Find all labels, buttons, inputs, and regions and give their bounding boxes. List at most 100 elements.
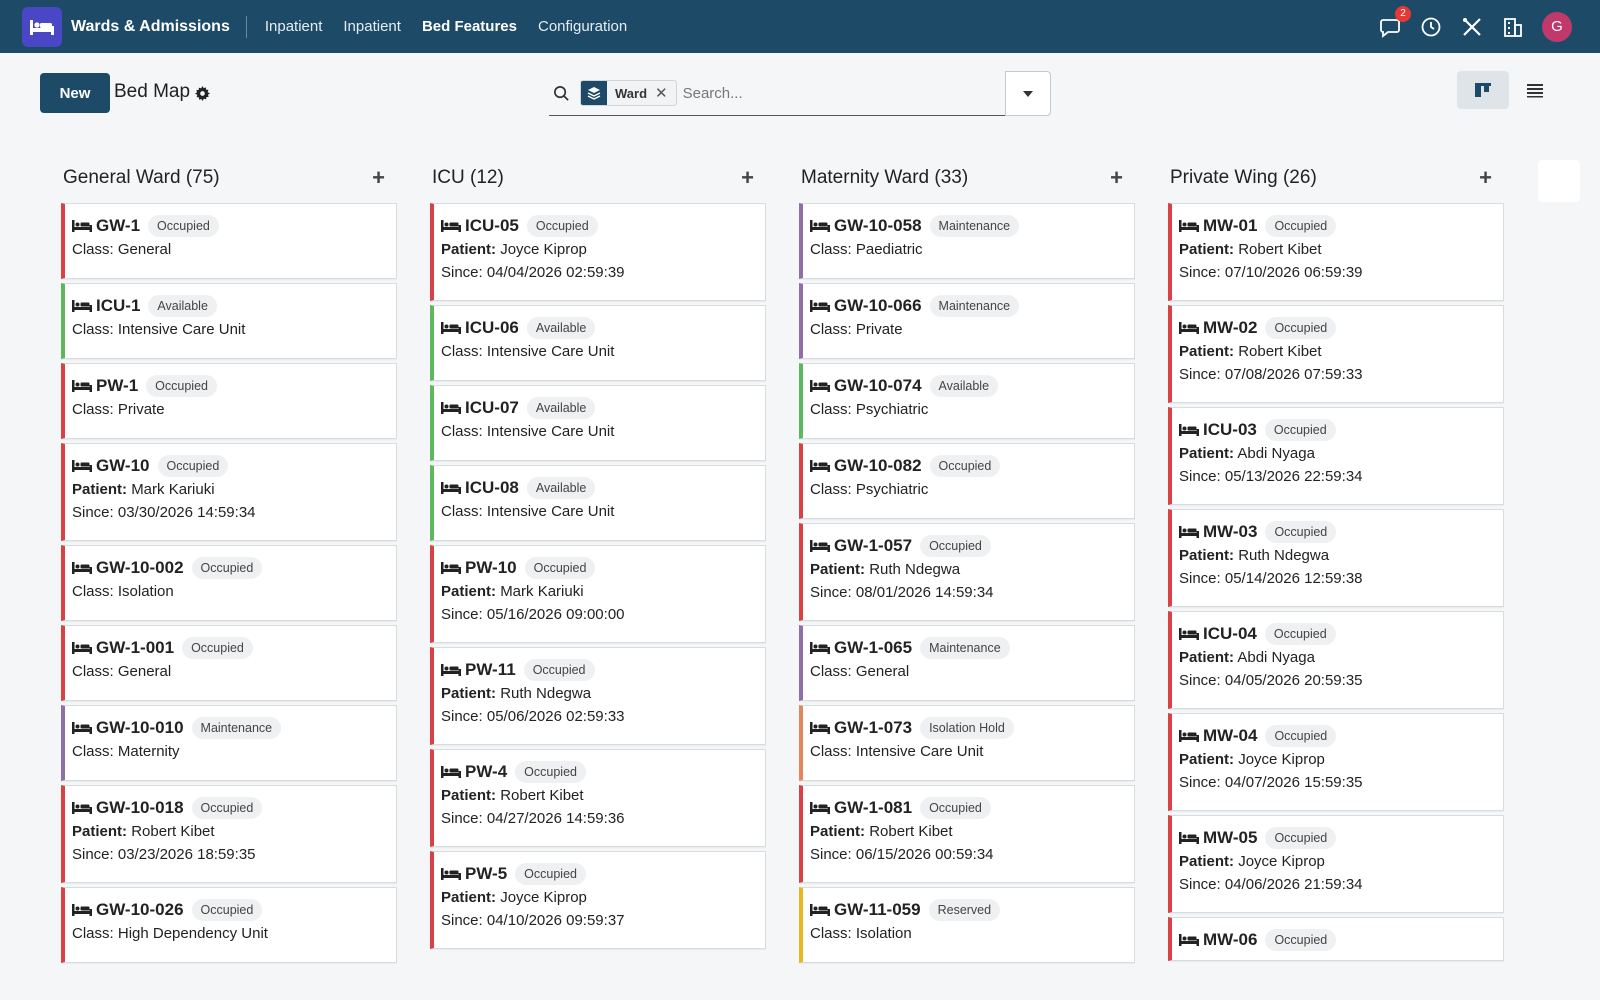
bed-card[interactable]: MW-04 Occupied Patient: Joyce Kiprop Since:… (1168, 713, 1504, 811)
class-value: Psychiatric (855, 481, 929, 498)
bed-card[interactable]: ICU-07 Available Class: Intensive Care Uni… (430, 385, 766, 461)
class-line: Class: High Dependency Unit (72, 922, 386, 945)
bed-card[interactable]: ICU-04 Occupied Patient: Abdi Nyaga Since: … (1168, 611, 1504, 709)
add-column-area[interactable] (1538, 160, 1580, 202)
ward-filter-facet: Ward ✕ (580, 80, 677, 106)
since-value: 05/14/2026 12:59:38 (1224, 570, 1363, 587)
card-header: GW-10-002 Occupied (72, 556, 386, 580)
bed-card[interactable]: GW-10-058 Maintenance Class: Paediatric (799, 203, 1135, 279)
search-input[interactable] (682, 84, 983, 102)
remove-facet-icon[interactable]: ✕ (655, 85, 668, 102)
kanban-icon (1475, 83, 1491, 97)
status-badge: Occupied (146, 375, 217, 397)
class-label: Class: (810, 925, 852, 942)
bed-card[interactable]: GW-10-082 Occupied Class: Psychiatric (799, 443, 1135, 519)
patient-line: Patient: Robert Kibet (72, 820, 386, 843)
bed-icon (810, 459, 830, 473)
status-badge: Occupied (191, 899, 263, 921)
nav-inpatient-2[interactable]: Inpatient (343, 18, 401, 35)
bed-card[interactable]: GW-10-074 Available Class: Psychiatric (799, 363, 1135, 439)
bed-card[interactable]: GW-1-065 Maintenance Class: General (799, 625, 1135, 701)
status-badge: Occupied (191, 557, 263, 579)
bed-card[interactable]: MW-06 Occupied (1168, 917, 1504, 961)
bed-card[interactable]: GW-10-018 Occupied Patient: Robert Kibet Si… (61, 785, 397, 883)
bed-card[interactable]: GW-10-002 Occupied Class: Isolation (61, 545, 397, 621)
gear-icon[interactable] (195, 86, 210, 106)
bed-card[interactable]: ICU-03 Occupied Patient: Abdi Nyaga Since: … (1168, 407, 1504, 505)
patient-name: Ruth Ndegwa (500, 685, 592, 702)
card-list: GW-1 Occupied Class: General ICU-1 Available… (61, 203, 397, 963)
bed-card[interactable]: PW-11 Occupied Patient: Ruth Ndegwa Since: … (430, 647, 766, 745)
bed-card[interactable]: ICU-05 Occupied Patient: Joyce Kiprop Since… (430, 203, 766, 301)
bed-card[interactable]: GW-11-059 Reserved Class: Isolation (799, 887, 1135, 963)
building-icon[interactable] (1501, 15, 1525, 39)
status-badge: Isolation Hold (920, 717, 1014, 739)
bed-card[interactable]: ICU-1 Available Class: Intensive Care Unit (61, 283, 397, 359)
add-card-icon[interactable]: + (1110, 164, 1123, 190)
card-header: MW-02 Occupied (1179, 316, 1493, 340)
patient-line: Patient: Mark Kariuki (441, 580, 755, 603)
class-line: Class: General (72, 660, 386, 683)
new-button[interactable]: New (40, 73, 110, 113)
card-header: GW-10-066 Maintenance (810, 294, 1124, 318)
bed-icon (810, 379, 830, 393)
bed-card[interactable]: GW-10-066 Maintenance Class: Private (799, 283, 1135, 359)
bed-card[interactable]: MW-02 Occupied Patient: Robert Kibet Since:… (1168, 305, 1504, 403)
bed-card[interactable]: PW-10 Occupied Patient: Mark Kariuki Since:… (430, 545, 766, 643)
status-badge: Occupied (1265, 827, 1337, 849)
bed-card[interactable]: GW-1 Occupied Class: General (61, 203, 397, 279)
add-card-icon[interactable]: + (741, 164, 754, 190)
since-line: Since: 04/10/2026 09:59:37 (441, 909, 755, 932)
bed-card[interactable]: PW-4 Occupied Patient: Robert Kibet Since: … (430, 749, 766, 847)
kanban-view-button[interactable] (1457, 71, 1509, 109)
card-header: GW-1-001 Occupied (72, 636, 386, 660)
class-label: Class: (72, 401, 114, 418)
bed-card[interactable]: PW-1 Occupied Class: Private (61, 363, 397, 439)
bed-code: GW-10-026 (96, 900, 184, 919)
tools-icon[interactable] (1460, 15, 1484, 39)
nav-configuration[interactable]: Configuration (537, 18, 628, 35)
bed-card[interactable]: MW-05 Occupied Patient: Joyce Kiprop Since:… (1168, 815, 1504, 913)
status-badge: Occupied (1264, 623, 1336, 645)
bed-card[interactable]: MW-01 Occupied Patient: Robert Kibet Since:… (1168, 203, 1504, 301)
bed-logo-icon[interactable] (22, 6, 62, 47)
status-badge: Occupied (1265, 725, 1337, 747)
bed-card[interactable]: ICU-08 Available Class: Intensive Care Uni… (430, 465, 766, 541)
patient-name: Joyce Kiprop (500, 241, 587, 258)
card-header: MW-01 Occupied (1179, 214, 1493, 238)
add-card-icon[interactable]: + (372, 164, 385, 190)
column-header: ICU (12) + (430, 155, 766, 200)
bed-card[interactable]: GW-10-010 Maintenance Class: Maternity (61, 705, 397, 781)
nav-inpatient[interactable]: Inpatient (264, 18, 323, 35)
clock-icon[interactable] (1419, 15, 1443, 39)
bed-card[interactable]: GW-10 Occupied Patient: Mark Kariuki Since:… (61, 443, 397, 541)
column-private-wing: Private Wing (26) + MW-01 Occupied Patient… (1168, 155, 1504, 980)
bed-card[interactable]: MW-03 Occupied Patient: Ruth Ndegwa Since: … (1168, 509, 1504, 607)
since-value: 08/01/2026 14:59:34 (855, 584, 994, 601)
since-value: 07/08/2026 07:59:33 (1224, 366, 1363, 383)
bed-card[interactable]: PW-5 Occupied Patient: Joyce Kiprop Since: … (430, 851, 766, 949)
patient-name: Robert Kibet (869, 823, 953, 840)
bed-icon (72, 299, 92, 313)
card-header: ICU-1 Available (72, 294, 386, 318)
since-line: Since: 03/23/2026 18:59:35 (72, 843, 386, 866)
class-line: Class: Intensive Care Unit (441, 500, 755, 523)
list-view-button[interactable] (1520, 71, 1550, 109)
nav-bed-features[interactable]: Bed Features (421, 18, 517, 35)
class-line: Class: Psychiatric (810, 478, 1124, 501)
app-title[interactable]: Wards & Admissions (71, 17, 230, 35)
user-avatar[interactable]: G (1542, 11, 1572, 42)
bed-card[interactable]: GW-1-081 Occupied Patient: Robert Kibet Sin… (799, 785, 1135, 883)
search-options-toggle[interactable] (1005, 71, 1051, 116)
card-header: ICU-06 Available (441, 316, 755, 340)
add-card-icon[interactable]: + (1479, 164, 1492, 190)
bed-card[interactable]: ICU-06 Available Class: Intensive Care Uni… (430, 305, 766, 381)
class-value: Private (117, 401, 165, 418)
chat-icon[interactable]: 2 (1378, 5, 1411, 39)
bed-card[interactable]: GW-1-001 Occupied Class: General (61, 625, 397, 701)
bed-card[interactable]: GW-1-073 Isolation Hold Class: Intensive C… (799, 705, 1135, 781)
caret-down-icon (1023, 90, 1033, 97)
card-header: MW-04 Occupied (1179, 724, 1493, 748)
bed-card[interactable]: GW-10-026 Occupied Class: High Dependency … (61, 887, 397, 963)
bed-card[interactable]: GW-1-057 Occupied Patient: Ruth Ndegwa Sinc… (799, 523, 1135, 621)
